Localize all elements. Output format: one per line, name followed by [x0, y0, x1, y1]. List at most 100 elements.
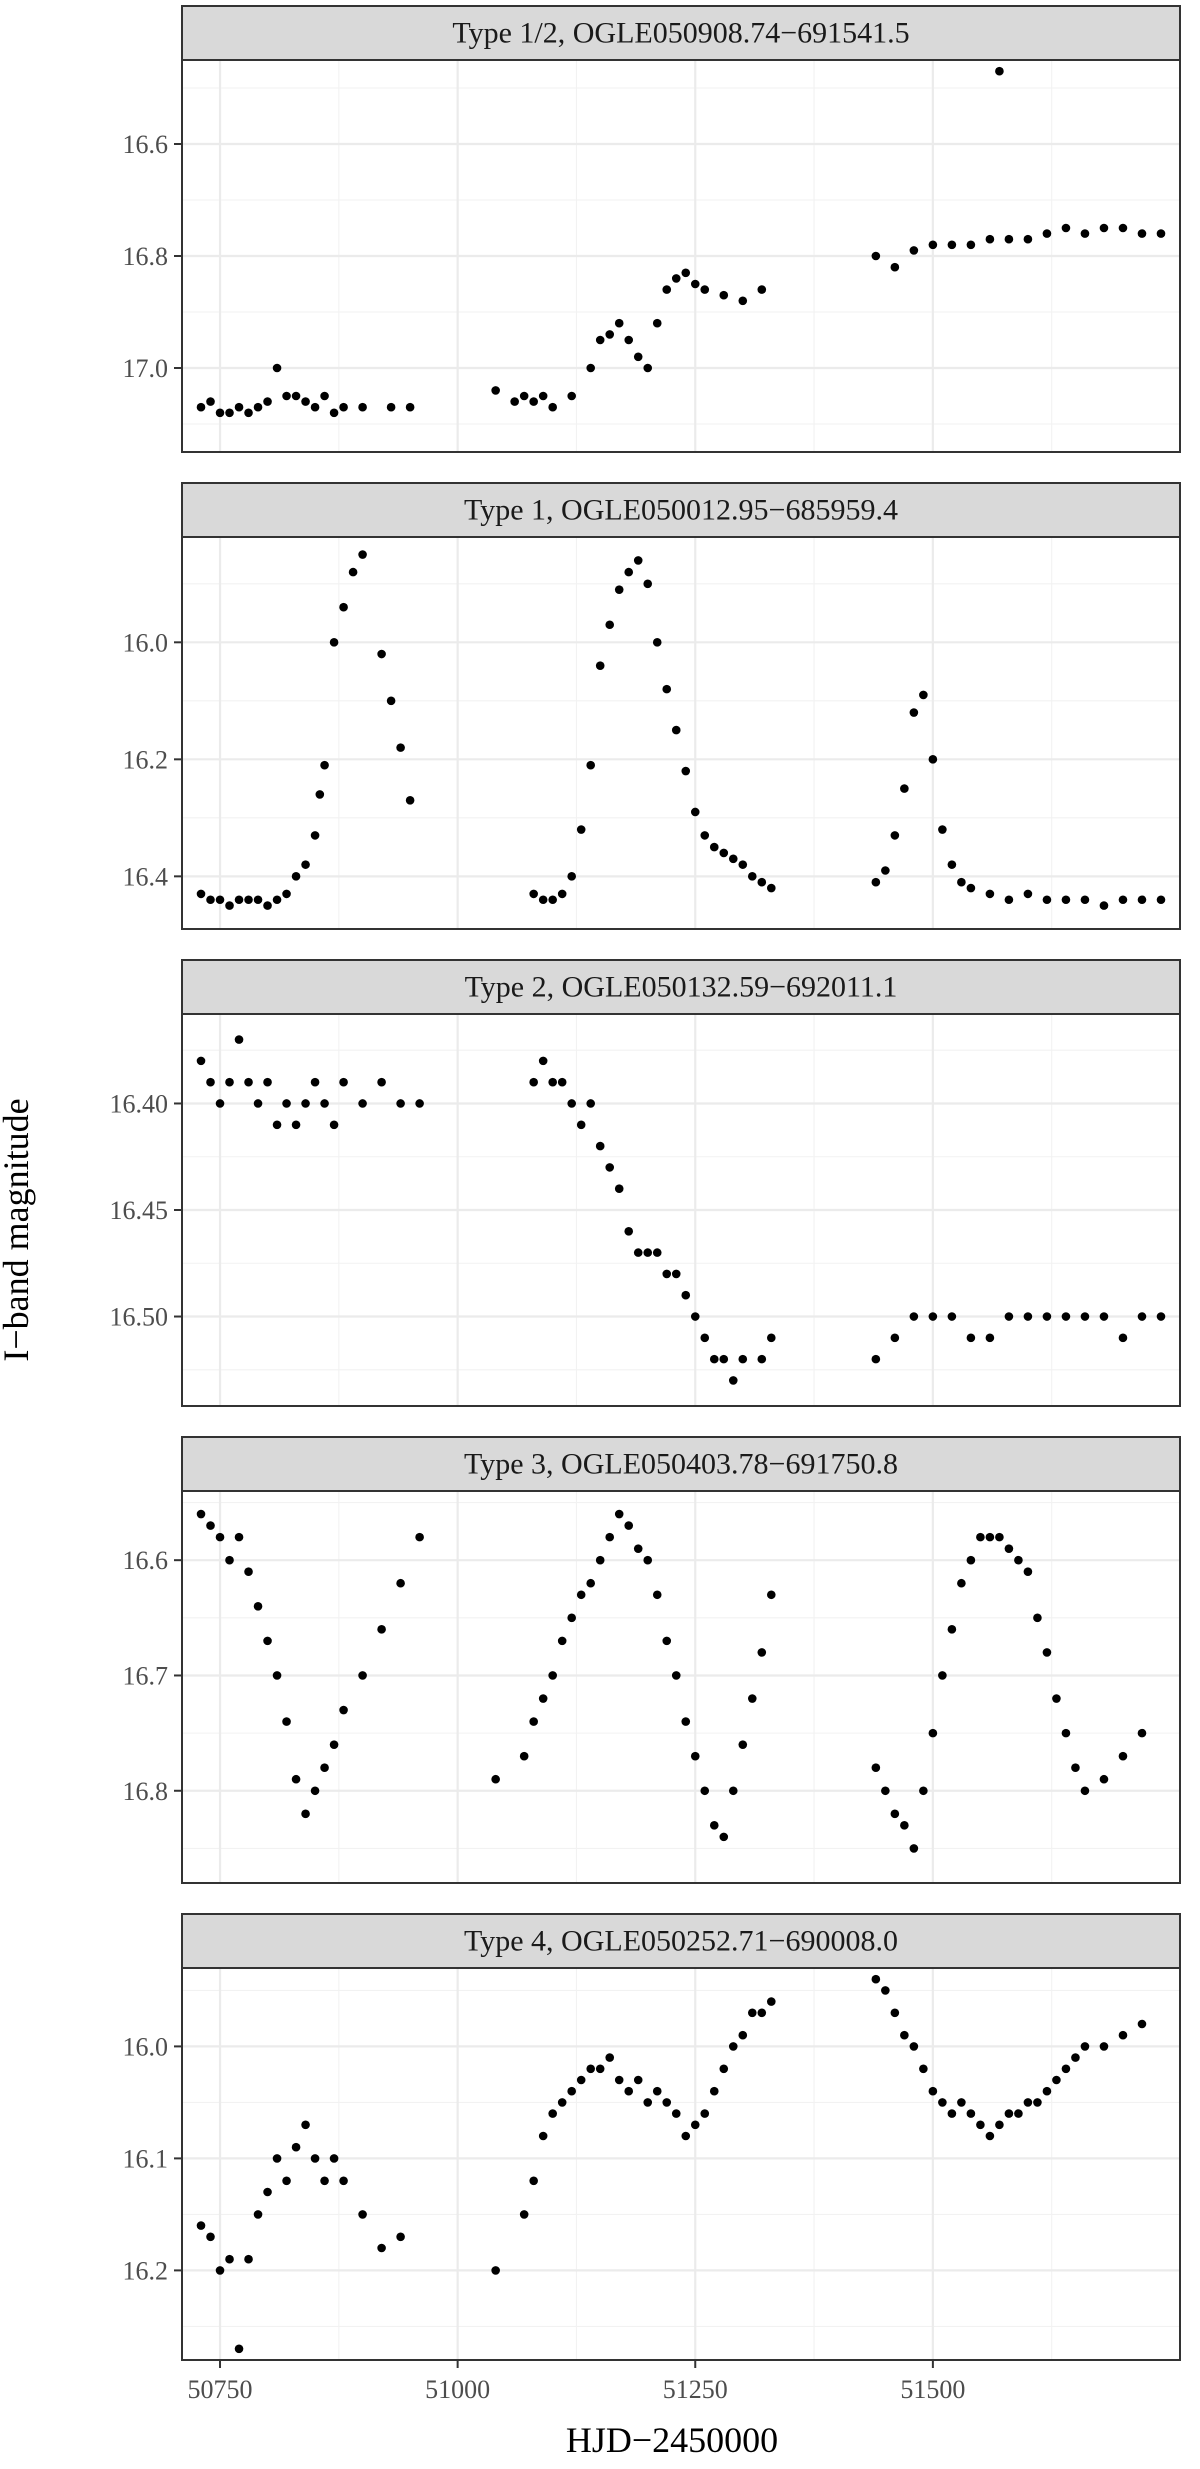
data-point — [690, 1751, 700, 1761]
data-point — [215, 1532, 225, 1542]
data-point — [377, 1625, 386, 1634]
data-point — [244, 895, 253, 905]
panel-3: Type 2, OGLE050132.59−692011.1 16.40 16.45… — [110, 959, 1181, 1407]
data-point — [339, 2176, 348, 2186]
data-point — [595, 335, 605, 345]
data-point — [206, 397, 215, 406]
data-point — [643, 1555, 653, 1565]
data-point — [909, 1312, 919, 1321]
data-point — [890, 831, 900, 840]
data-point — [681, 2131, 691, 2141]
panel-border — [181, 1967, 1181, 2361]
data-point — [1118, 1751, 1128, 1761]
data-point — [576, 2075, 586, 2085]
data-point — [396, 743, 405, 752]
data-point — [510, 397, 519, 406]
data-point — [358, 2210, 367, 2219]
panel-strip — [181, 959, 1181, 1015]
data-point — [871, 1763, 881, 1773]
data-point — [339, 1077, 348, 1087]
data-point — [671, 2109, 681, 2118]
data-point — [605, 330, 615, 339]
data-point — [567, 872, 576, 881]
data-point — [747, 872, 757, 881]
data-point — [709, 842, 719, 852]
y-tick-label: 16.8 — [123, 242, 169, 271]
data-point — [567, 2086, 576, 2096]
data-point — [1004, 234, 1014, 244]
data-point — [947, 860, 957, 869]
data-point — [681, 1290, 691, 1300]
data-point — [253, 895, 263, 905]
data-point — [690, 279, 700, 289]
data-point — [681, 766, 691, 776]
data-point — [329, 2154, 339, 2163]
y-tick-label: 16.2 — [123, 2256, 169, 2285]
data-point — [234, 2344, 244, 2354]
data-point — [557, 889, 567, 899]
data-point — [586, 1099, 596, 1108]
y-tick-label: 17.0 — [123, 354, 169, 383]
data-point — [291, 391, 301, 401]
data-point — [301, 860, 310, 869]
data-point — [519, 1751, 529, 1761]
data-point — [985, 1532, 995, 1542]
data-point — [738, 296, 748, 306]
data-point — [215, 2266, 225, 2275]
panel-5: Type 4, OGLE050252.71−690008.0 16.0 16.1 16… — [123, 1913, 1181, 2404]
data-point — [586, 1578, 596, 1588]
data-point — [196, 1056, 206, 1066]
data-point — [348, 567, 358, 577]
data-point — [985, 234, 995, 244]
data-point — [662, 285, 672, 294]
data-point — [928, 240, 938, 250]
data-point — [1080, 1312, 1090, 1321]
data-point — [358, 550, 367, 559]
data-point — [263, 397, 272, 406]
data-point — [947, 2109, 957, 2118]
data-point — [396, 1099, 405, 1108]
data-point — [538, 1056, 548, 1066]
data-point — [320, 391, 329, 401]
y-tick-label: 16.6 — [123, 130, 169, 159]
y-tick-label: 16.4 — [123, 862, 169, 891]
data-point — [405, 402, 415, 412]
data-point — [244, 408, 253, 418]
data-point — [415, 1532, 424, 1542]
data-point — [881, 866, 890, 875]
data-point — [947, 1312, 957, 1321]
data-point — [310, 402, 320, 412]
data-point — [272, 1120, 282, 1130]
data-point — [1033, 2098, 1042, 2107]
data-point — [1042, 895, 1052, 905]
data-point — [1014, 1555, 1023, 1565]
data-point — [1071, 2053, 1080, 2062]
data-point — [263, 2187, 272, 2197]
data-point — [291, 872, 301, 881]
data-point — [386, 402, 396, 412]
data-point — [557, 2098, 567, 2107]
panel-title: Type 4, OGLE050252.71−690008.0 — [464, 1925, 898, 1958]
data-point — [766, 883, 776, 893]
data-point — [881, 1786, 890, 1796]
data-point — [719, 290, 729, 300]
x-tick-label: 50750 — [188, 2375, 253, 2404]
data-point — [1052, 2075, 1061, 2085]
data-point — [700, 1333, 710, 1343]
data-point — [1023, 889, 1033, 899]
data-point — [263, 1636, 272, 1646]
data-point — [320, 1763, 329, 1773]
data-point — [766, 1997, 776, 2006]
data-point — [1099, 1774, 1109, 1784]
data-point — [282, 391, 291, 401]
data-point — [719, 1832, 729, 1842]
data-point — [757, 285, 767, 294]
x-tick-label: 51000 — [425, 2375, 490, 2404]
data-point — [567, 1099, 576, 1108]
data-point — [1118, 1333, 1128, 1343]
data-point — [890, 1809, 900, 1819]
data-point — [985, 889, 995, 899]
data-point — [966, 1555, 976, 1565]
data-point — [1099, 1312, 1109, 1321]
data-point — [919, 2064, 928, 2074]
